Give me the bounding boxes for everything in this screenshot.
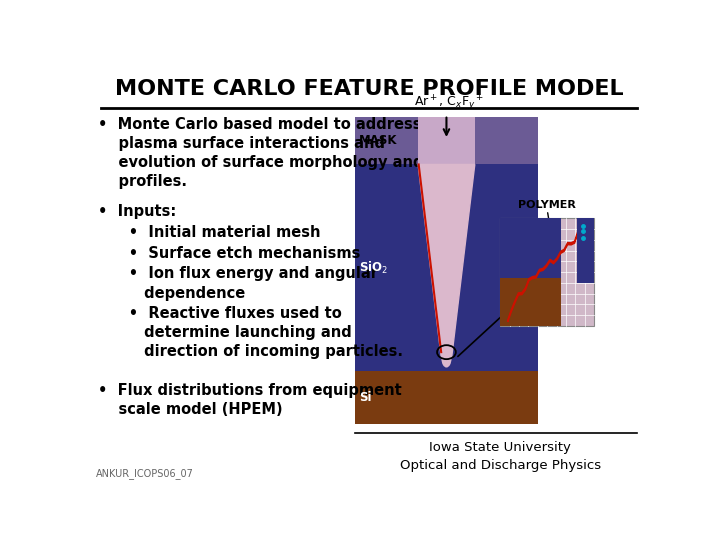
Text: MONTE CARLO FEATURE PROFILE MODEL: MONTE CARLO FEATURE PROFILE MODEL: [114, 79, 624, 99]
Text: •  Surface etch mechanisms: • Surface etch mechanisms: [99, 246, 361, 261]
Polygon shape: [508, 222, 593, 322]
Text: Si: Si: [359, 391, 372, 404]
Ellipse shape: [441, 349, 451, 368]
Bar: [500, 218, 562, 278]
Bar: [500, 218, 594, 326]
Bar: [355, 117, 538, 165]
Text: ANKUR_ICOPS06_07: ANKUR_ICOPS06_07: [96, 468, 194, 478]
Text: Ar$^+$, C$_x$F$_y$$^+$: Ar$^+$, C$_x$F$_y$$^+$: [414, 93, 485, 113]
Text: •  Initial material mesh: • Initial material mesh: [99, 225, 321, 240]
Bar: [355, 370, 538, 424]
Text: •  Ion flux energy and angular
         dependence: • Ion flux energy and angular dependence: [99, 266, 379, 301]
Bar: [577, 218, 594, 283]
Bar: [355, 165, 538, 370]
Text: •  Inputs:: • Inputs:: [99, 204, 176, 219]
Text: SiO$_2$: SiO$_2$: [359, 260, 388, 275]
Text: •  Flux distributions from equipment
    scale model (HPEM): • Flux distributions from equipment scal…: [99, 383, 402, 417]
Text: POLYMER: POLYMER: [518, 200, 576, 210]
Text: •  Monte Carlo based model to address
    plasma surface interactions and
    ev: • Monte Carlo based model to address pla…: [99, 117, 424, 190]
Text: •  Reactive fluxes used to
         determine launching and
         direction o: • Reactive fluxes used to determine laun…: [99, 306, 403, 359]
Polygon shape: [418, 165, 474, 359]
Bar: [418, 117, 474, 165]
Bar: [500, 278, 562, 326]
Text: Iowa State University
Optical and Discharge Physics: Iowa State University Optical and Discha…: [400, 441, 600, 472]
Text: MASK: MASK: [359, 134, 397, 147]
